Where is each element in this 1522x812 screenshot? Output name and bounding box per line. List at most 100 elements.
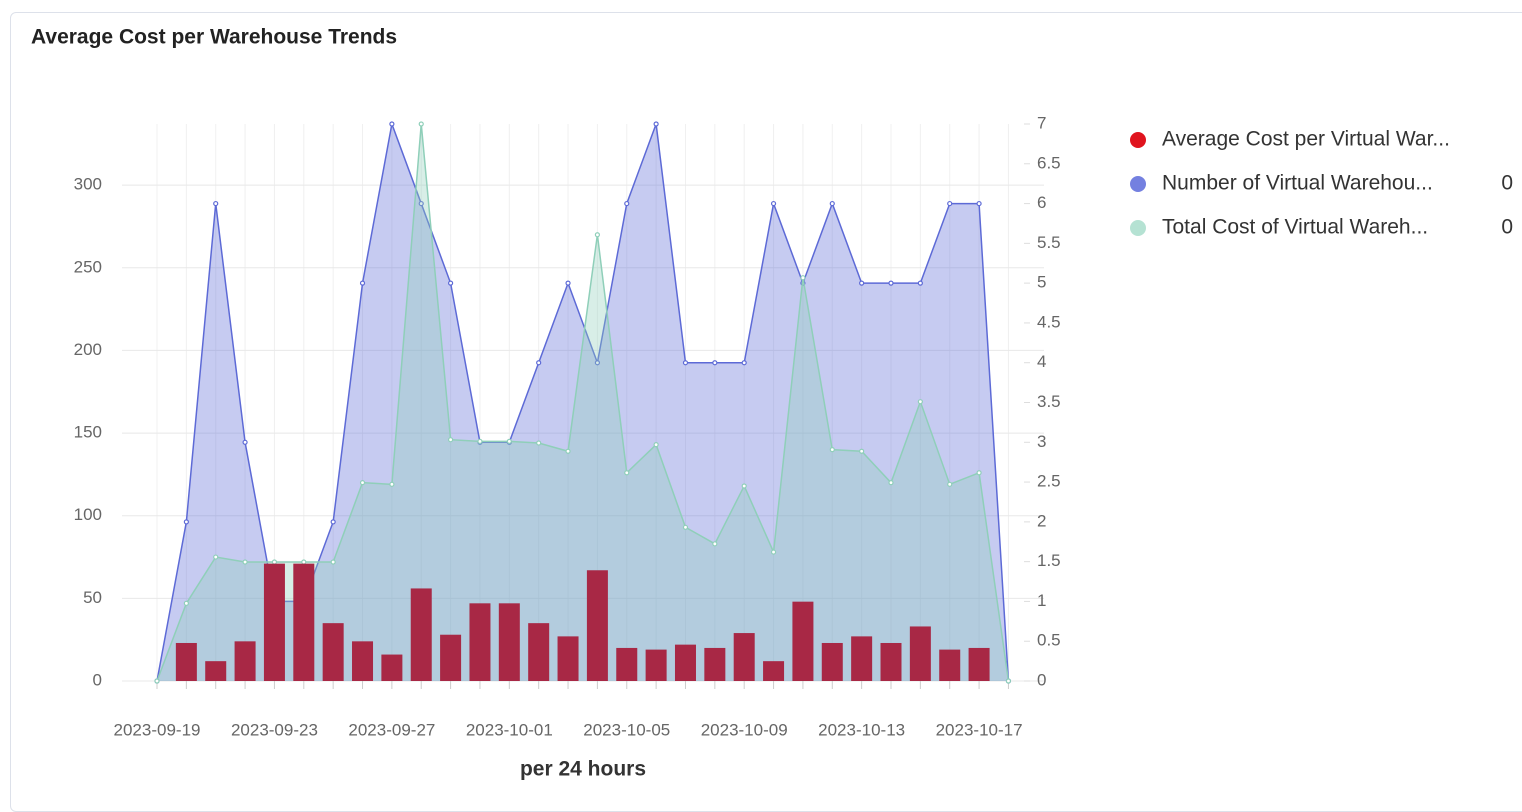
legend-label[interactable]: Number of Virtual Warehou... (1162, 172, 1433, 195)
y-tick-label: 100 (74, 505, 102, 524)
point (859, 280, 865, 286)
x-tick-label: 2023-10-09 (701, 720, 788, 739)
point (976, 200, 982, 207)
point (418, 200, 424, 207)
point (594, 360, 601, 366)
area (157, 124, 1009, 681)
point (183, 600, 189, 606)
point (330, 559, 336, 565)
point (477, 438, 483, 444)
point (682, 524, 689, 530)
y-tick-label: 150 (74, 423, 102, 442)
x-tick-label: 2023-10-13 (818, 720, 905, 739)
x-tick-label: 2023-09-23 (231, 720, 318, 739)
point (829, 200, 835, 207)
y-tick-label: 50 (83, 588, 102, 607)
point (594, 232, 601, 238)
y2-tick-label: 5.5 (1037, 233, 1061, 252)
legend-marker[interactable] (1130, 176, 1146, 192)
point (565, 448, 571, 454)
y-tick-label: 0 (93, 670, 102, 689)
bar (381, 654, 403, 681)
point (770, 200, 777, 207)
point (682, 360, 689, 366)
point (213, 554, 219, 560)
y2-tick-label: 5 (1037, 273, 1046, 292)
point (301, 559, 307, 565)
bar (939, 649, 961, 681)
point (536, 360, 542, 366)
bar (674, 644, 696, 681)
point (888, 280, 894, 286)
point (770, 549, 777, 555)
x-axis-label: per 24 hours (520, 758, 646, 781)
point (917, 280, 923, 286)
y2-tick-label: 3.5 (1037, 392, 1061, 411)
x-tick-label: 2023-09-19 (114, 720, 201, 739)
point (536, 440, 542, 446)
point (242, 559, 248, 565)
point (947, 200, 953, 207)
point (624, 470, 630, 476)
point (1005, 678, 1012, 684)
point (389, 481, 395, 487)
point (448, 437, 454, 443)
y-tick-label: 300 (74, 175, 102, 194)
point (829, 447, 835, 453)
point (330, 519, 336, 525)
bar (821, 642, 843, 681)
y2-tick-label: 4.5 (1037, 312, 1061, 331)
bar (498, 603, 520, 681)
y2-tick-label: 6.5 (1037, 153, 1061, 172)
bar (293, 563, 315, 681)
bar (851, 636, 873, 681)
point (389, 121, 395, 127)
bar (586, 570, 608, 681)
y2-tick-label: 7 (1037, 113, 1046, 132)
legend-value: 0 (1501, 172, 1513, 195)
bar (469, 603, 491, 681)
point (183, 519, 189, 525)
point (653, 121, 659, 127)
point (888, 480, 894, 486)
bar (704, 647, 726, 681)
legend-value: 0 (1501, 216, 1513, 239)
point (917, 399, 923, 405)
legend-marker[interactable] (1130, 220, 1146, 236)
bar (968, 647, 990, 681)
line (156, 123, 1010, 682)
x-tick-label: 2023-10-05 (583, 720, 670, 739)
point (359, 280, 366, 286)
point (448, 280, 454, 286)
bar (733, 633, 755, 681)
bar (909, 626, 931, 681)
bar (234, 641, 256, 681)
point (624, 200, 630, 207)
y2-tick-label: 1.5 (1037, 551, 1061, 570)
y2-tick-label: 2.5 (1037, 472, 1061, 491)
bar (175, 642, 197, 681)
point (712, 360, 718, 366)
point (359, 480, 366, 486)
y2-tick-label: 1 (1037, 591, 1046, 610)
y2-tick-label: 2 (1037, 511, 1046, 530)
y-tick-label: 250 (74, 257, 102, 276)
legend-label[interactable]: Total Cost of Virtual Wareh... (1162, 216, 1428, 239)
point (741, 360, 747, 366)
bar (322, 623, 344, 681)
bar (763, 661, 785, 681)
point (800, 275, 806, 281)
point (154, 678, 160, 684)
y2-tick-label: 4 (1037, 352, 1046, 371)
point (859, 448, 865, 454)
point (565, 280, 571, 286)
legend-label[interactable]: Average Cost per Virtual War... (1162, 128, 1450, 151)
bar (263, 563, 285, 681)
bar (352, 641, 374, 681)
bar (557, 636, 579, 681)
legend-marker[interactable] (1130, 132, 1146, 148)
bar (616, 647, 638, 681)
area (157, 124, 1009, 681)
